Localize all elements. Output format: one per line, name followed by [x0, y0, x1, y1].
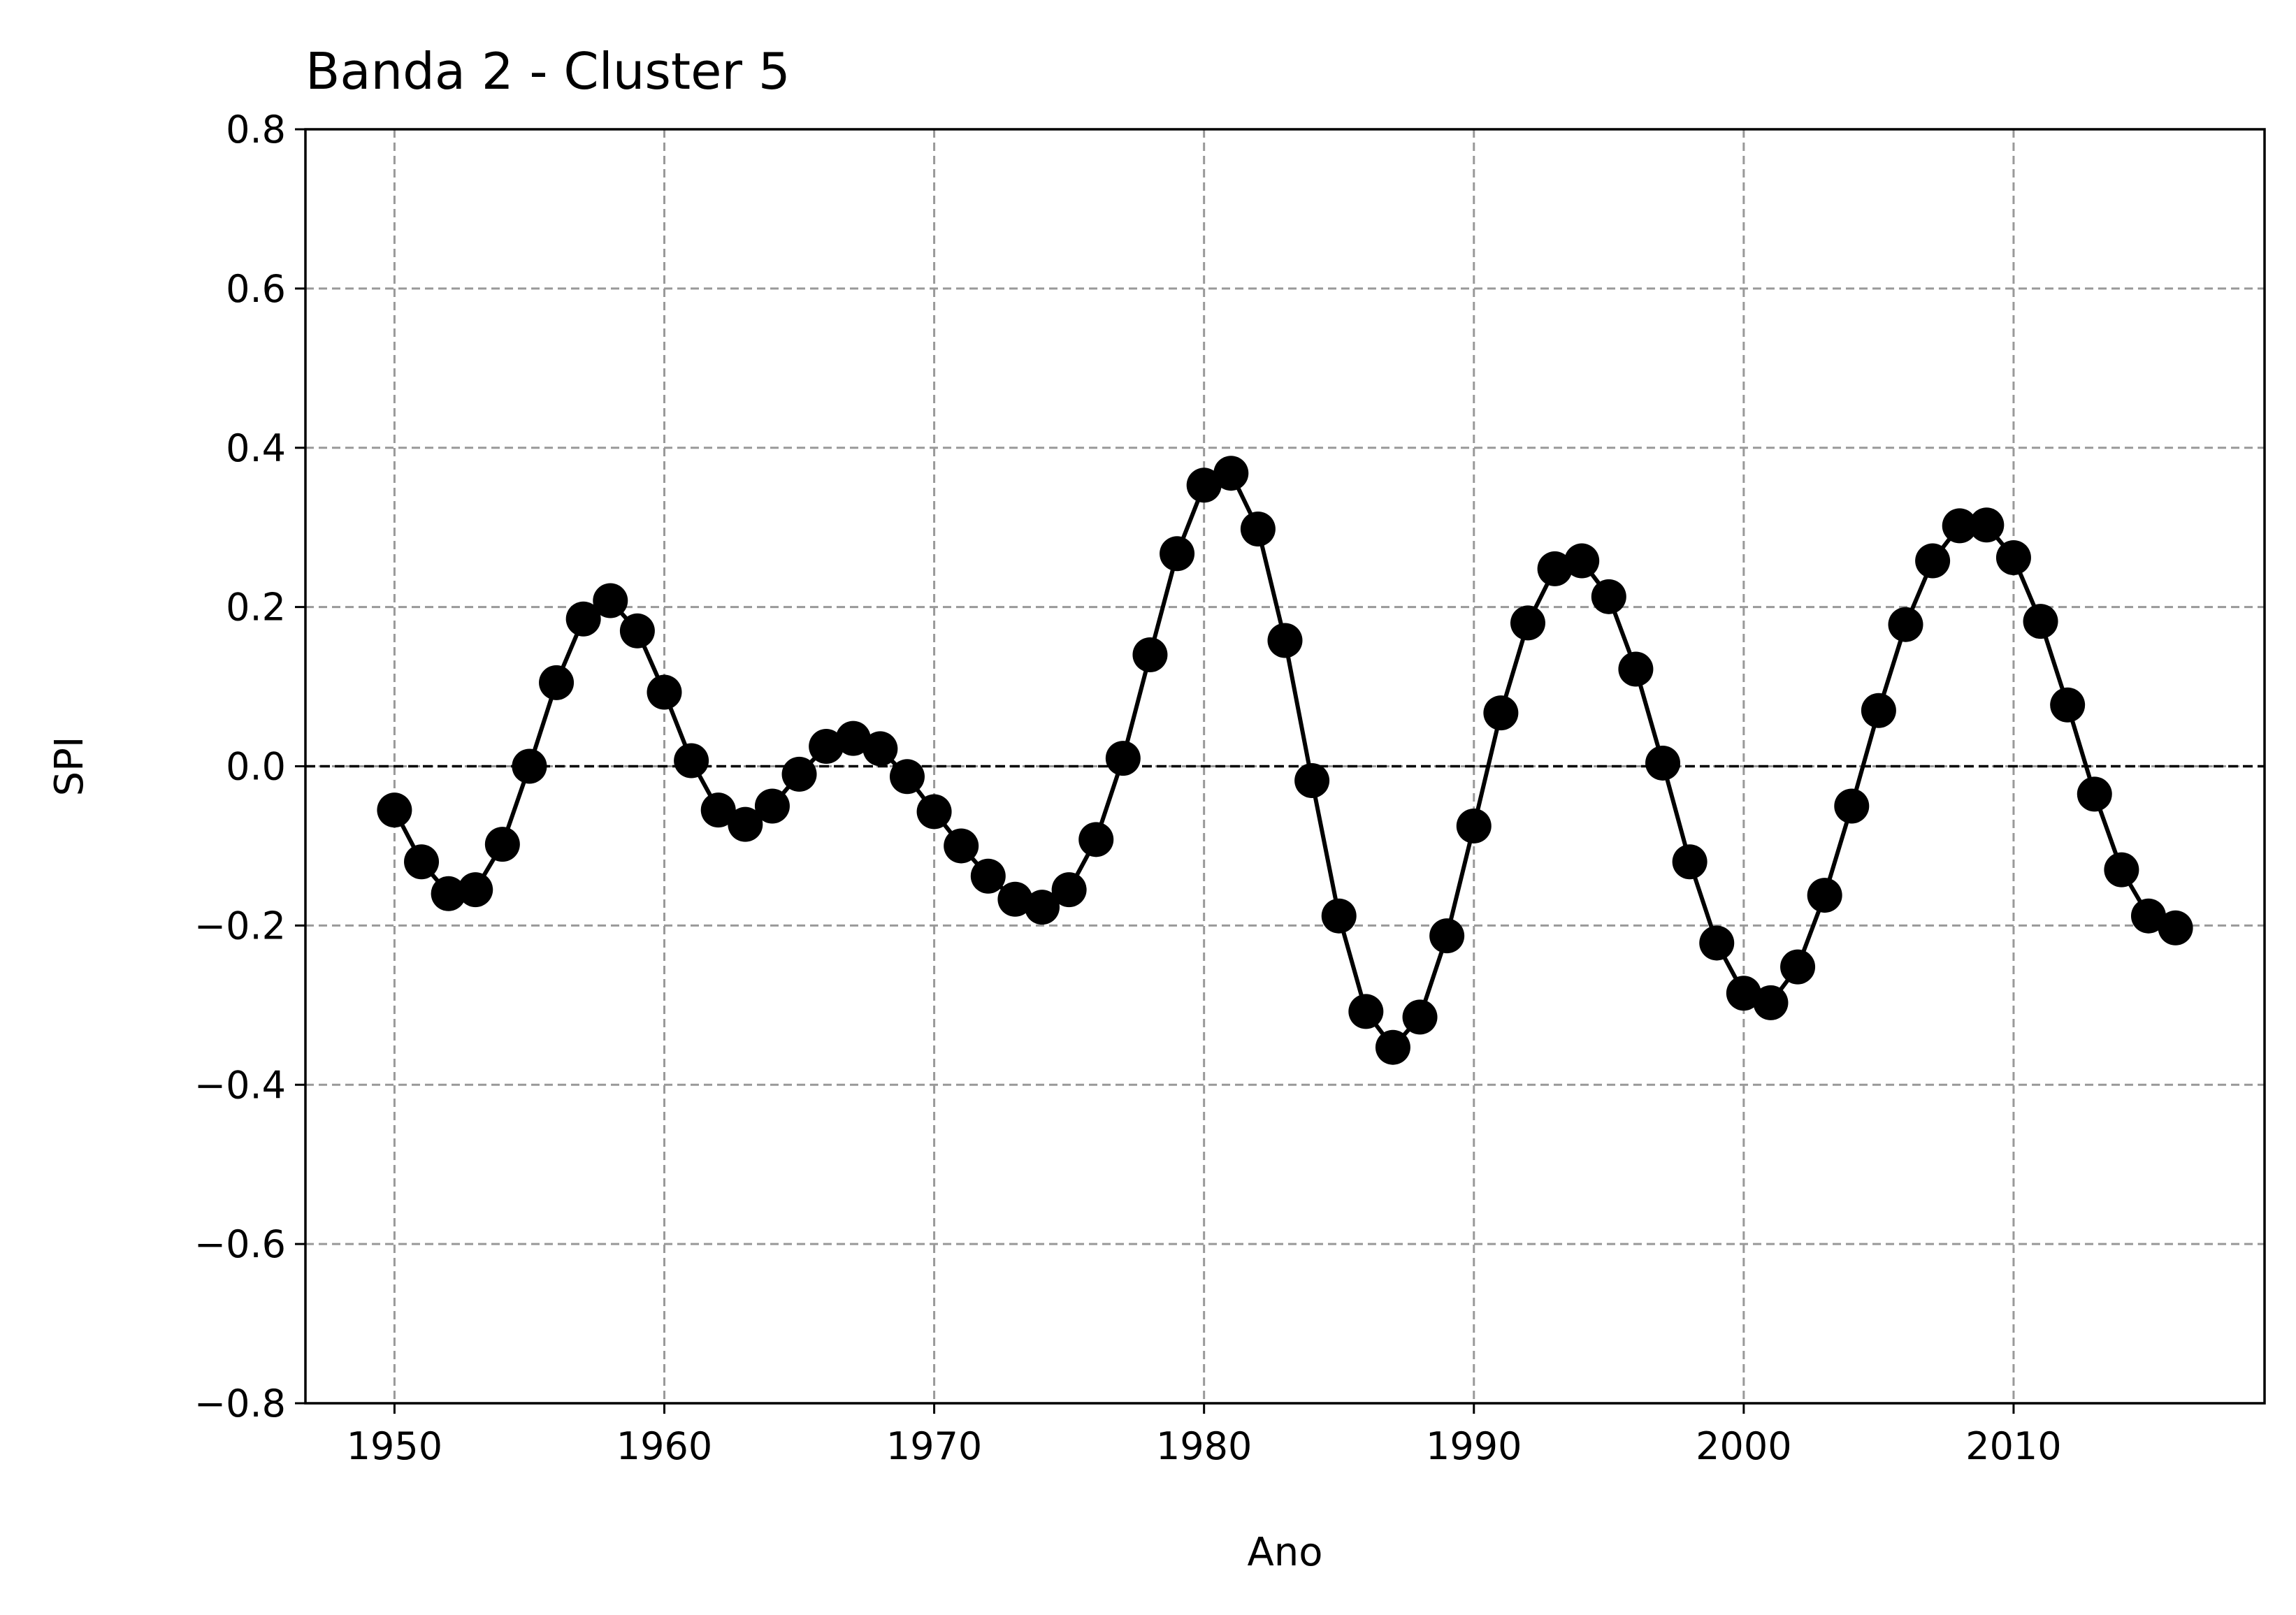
x-tick-label: 1990	[1426, 1424, 1522, 1468]
data-point	[1672, 844, 1707, 880]
data-point	[1160, 536, 1195, 572]
data-point	[2104, 852, 2139, 888]
x-tick-label: 1950	[347, 1424, 442, 1468]
data-point	[647, 674, 682, 710]
data-point	[1105, 741, 1141, 776]
series-line	[392, 471, 2176, 1050]
y-tick-label: −0.2	[194, 904, 286, 948]
data-point	[1861, 693, 1896, 728]
data-point	[565, 601, 601, 637]
data-point	[970, 858, 1006, 894]
data-point	[1834, 788, 1870, 824]
data-point	[1942, 508, 1977, 544]
spi-series	[377, 456, 2193, 1065]
data-point	[458, 872, 493, 908]
x-tick-label: 2000	[1696, 1424, 1791, 1468]
y-tick-label: 0.4	[226, 426, 286, 470]
data-point	[1186, 468, 1222, 503]
data-point	[1753, 985, 1789, 1020]
data-point	[916, 794, 952, 830]
data-point	[1699, 925, 1735, 961]
data-point	[1726, 976, 1761, 1011]
data-point	[728, 806, 763, 842]
y-tick-label: 0.0	[226, 745, 286, 789]
data-point	[1591, 579, 1626, 614]
data-point	[862, 731, 898, 767]
data-point	[404, 844, 440, 880]
data-point	[484, 827, 520, 862]
data-point	[1483, 695, 1519, 731]
data-point	[1969, 507, 2005, 543]
data-point	[1294, 763, 1330, 799]
y-tick-label: 0.6	[226, 267, 286, 311]
data-point	[2130, 898, 2166, 934]
x-tick-label: 1980	[1156, 1424, 1252, 1468]
data-point	[377, 792, 412, 828]
data-point	[1995, 539, 2031, 575]
data-point	[944, 828, 979, 864]
x-tick-label: 2010	[1965, 1424, 2061, 1468]
data-point	[1213, 456, 1249, 491]
x-axis-ticks: 1950 1960 1970 1980 1990 2000 2010	[347, 1403, 2062, 1468]
data-point	[1321, 898, 1357, 934]
y-tick-label: −0.6	[194, 1222, 286, 1266]
chart-title: Banda 2 - Cluster 5	[305, 42, 790, 101]
data-point	[2050, 687, 2086, 723]
data-point	[1915, 543, 1951, 579]
data-point	[1240, 511, 1276, 546]
data-point	[835, 720, 871, 756]
y-tick-label: 0.2	[226, 586, 286, 630]
data-point	[1510, 605, 1545, 641]
y-tick-label: −0.8	[194, 1382, 286, 1426]
data-point	[1348, 994, 1384, 1029]
x-tick-label: 1970	[886, 1424, 982, 1468]
data-point	[2077, 776, 2112, 812]
y-axis-label: SPI	[47, 737, 92, 797]
data-point	[1537, 551, 1573, 586]
data-point	[1132, 637, 1168, 672]
data-point	[2158, 910, 2193, 946]
data-point	[809, 729, 844, 765]
data-point	[2023, 604, 2058, 639]
data-point	[1888, 607, 1923, 642]
data-point	[619, 613, 655, 649]
y-tick-label: 0.8	[226, 108, 286, 152]
data-point	[593, 583, 628, 618]
data-point	[1078, 822, 1114, 857]
y-tick-label: −0.4	[194, 1063, 286, 1107]
data-point	[1564, 543, 1600, 579]
data-point	[674, 743, 709, 778]
data-point	[539, 665, 575, 700]
data-point	[1375, 1029, 1410, 1065]
y-axis-ticks: −0.8 −0.6 −0.4 −0.2 0.0 0.2 0.4 0.6 0.8	[194, 108, 305, 1426]
data-point	[781, 756, 817, 792]
data-point	[1267, 623, 1303, 658]
data-point	[1402, 999, 1438, 1035]
data-point	[1618, 651, 1654, 687]
data-point	[754, 788, 790, 824]
data-point	[1025, 890, 1060, 925]
data-point	[1780, 949, 1816, 985]
x-tick-label: 1960	[616, 1424, 712, 1468]
data-point	[1645, 745, 1681, 781]
data-point	[1807, 878, 1842, 913]
data-point	[431, 876, 466, 911]
data-point	[1429, 918, 1465, 954]
x-axis-label: Ano	[1247, 1530, 1322, 1575]
data-point	[700, 792, 736, 828]
data-point	[1456, 808, 1492, 843]
data-point	[889, 759, 925, 795]
data-point	[1051, 872, 1087, 908]
data-point	[512, 748, 547, 784]
data-point	[997, 881, 1033, 917]
